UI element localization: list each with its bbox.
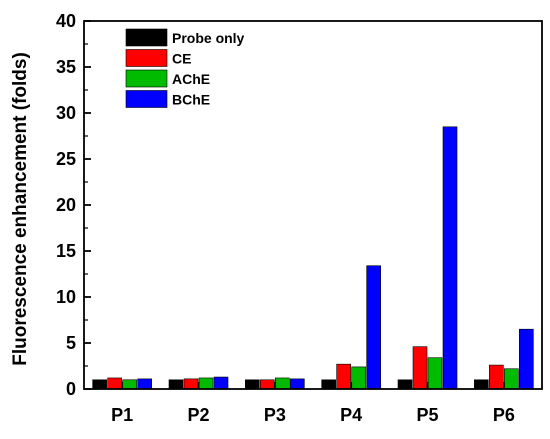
x-tick-label-p3: P3 <box>264 405 286 425</box>
bar-p1-probe-only <box>92 379 107 390</box>
y-tick-label: 30 <box>56 103 76 123</box>
legend-swatch-ce <box>125 49 168 67</box>
x-tick-label-p2: P2 <box>187 405 209 425</box>
y-tick-label: 0 <box>66 379 76 399</box>
bar-p1-ce <box>107 377 122 390</box>
y-tick-label: 15 <box>56 241 76 261</box>
bar-p2-ache <box>198 377 214 390</box>
bar-p5-ce <box>412 346 428 390</box>
legend-label-ache: AChE <box>172 71 210 87</box>
legend-swatch-ache <box>125 69 168 88</box>
legend-swatch-bche <box>125 90 168 108</box>
bar-p2-bche <box>213 376 229 390</box>
y-tick-label: 35 <box>56 57 76 77</box>
bar-p2-probe-only <box>168 379 184 390</box>
legend-label-probe-only: Probe only <box>172 30 245 46</box>
bar-p4-probe-only <box>321 379 336 390</box>
x-tick-label-p6: P6 <box>493 405 515 425</box>
bar-p1-bche <box>137 378 152 390</box>
bar-p5-ache <box>427 357 443 390</box>
x-tick-label-p1: P1 <box>111 405 133 425</box>
legend: Probe only CE AChE BChE <box>125 28 245 108</box>
bar-p2-ce <box>183 378 199 390</box>
bar-p3-probe-only <box>245 379 260 390</box>
bars <box>92 126 534 390</box>
y-tick-label: 10 <box>56 287 76 307</box>
y-tick-label: 5 <box>66 333 76 353</box>
bar-p6-bche <box>519 328 534 390</box>
legend-label-ce: CE <box>172 51 191 67</box>
legend-swatch-probe-only <box>125 28 168 47</box>
y-tick-label: 40 <box>56 11 76 31</box>
legend-label-bche: BChE <box>172 92 210 108</box>
bar-p6-probe-only <box>474 379 489 390</box>
bar-p1-ache <box>122 379 137 390</box>
axes: 0 5 10 15 20 25 30 35 40 P1 P2 P3 P4 P5 P6 <box>56 11 543 425</box>
bar-p4-ache <box>351 366 366 390</box>
bar-p5-probe-only <box>397 379 413 390</box>
bar-p3-ache <box>275 377 290 390</box>
x-tick-label-p5: P5 <box>416 405 438 425</box>
bar-p5-bche <box>442 126 458 390</box>
y-axis-title: Fluorescence enhancement (folds) <box>10 52 31 366</box>
bar-p4-ce <box>336 363 351 390</box>
y-tick-label: 20 <box>56 195 76 215</box>
x-tick-label-p4: P4 <box>340 405 362 425</box>
bar-p4-bche <box>366 265 381 390</box>
bar-p3-bche <box>290 378 305 390</box>
bar-p6-ce <box>489 364 504 390</box>
bar-p3-ce <box>260 379 275 390</box>
y-tick-label: 25 <box>56 149 76 169</box>
bar-p6-ache <box>504 368 519 390</box>
